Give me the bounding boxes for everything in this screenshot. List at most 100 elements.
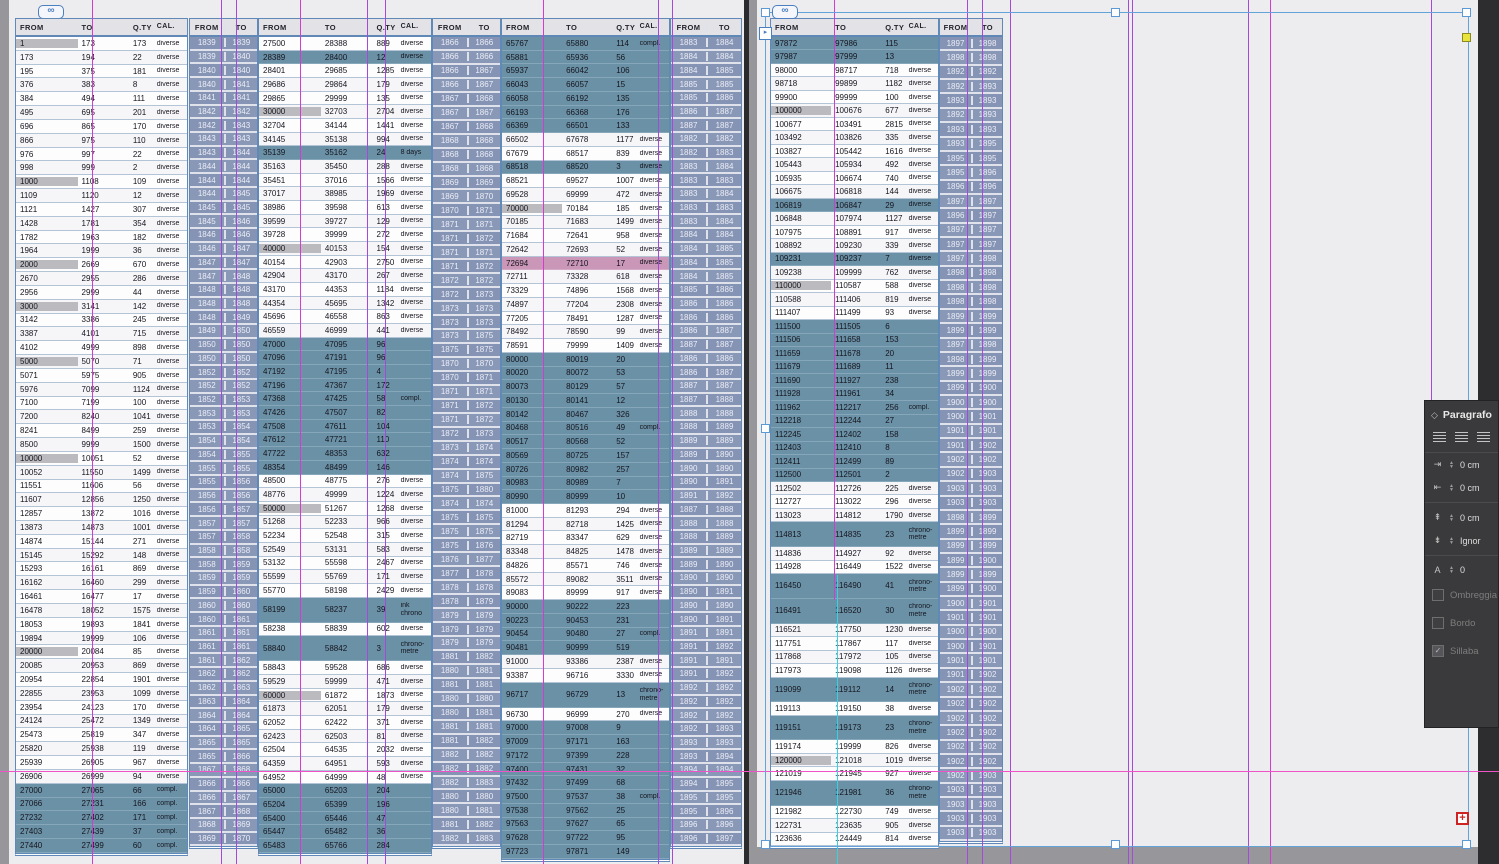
table-row[interactable]: 62423 62503 81 diverse bbox=[259, 729, 431, 744]
table-row[interactable]: 1870 1871 bbox=[433, 371, 500, 386]
table-row[interactable]: 1843 1844 bbox=[190, 146, 257, 161]
field-value[interactable]: 0 bbox=[1460, 565, 1466, 575]
frame-handle-top-center[interactable] bbox=[1111, 8, 1120, 17]
table-row[interactable]: 59529 59999 471 diverse bbox=[259, 675, 431, 689]
table-row[interactable]: 1842 1842 bbox=[190, 105, 257, 120]
table-row[interactable]: 32704341441441diverse bbox=[259, 119, 431, 133]
table-row[interactable]: 1846 1847 bbox=[190, 242, 257, 257]
text-thread-chain-icon[interactable]: ∞ bbox=[772, 5, 798, 19]
table-row[interactable]: 93387 96716 3330 diverse bbox=[502, 669, 669, 683]
table-row[interactable]: 376 383 8 diverse bbox=[16, 78, 187, 93]
table-row[interactable]: 1858 1858 bbox=[190, 544, 257, 559]
table-row[interactable]: 120000 121018 1019 diverse bbox=[771, 753, 938, 768]
table-row[interactable]: 1884 1884 bbox=[671, 229, 741, 243]
table-row[interactable]: 1887 1887 bbox=[671, 119, 741, 134]
table-row[interactable]: 1866 1866 bbox=[433, 37, 500, 51]
table-row[interactable]: 1871 1872 bbox=[433, 232, 500, 247]
table-row[interactable]: 1487415144271diverse bbox=[16, 535, 187, 549]
table-row[interactable]: 11607128561250diverse bbox=[16, 493, 187, 508]
table-row[interactable]: 97872 97986 115 bbox=[771, 37, 938, 51]
table-row[interactable]: 98718 99899 1182 diverse bbox=[771, 77, 938, 91]
table-row[interactable]: 80073 80129 57 bbox=[502, 380, 669, 395]
table-row[interactable]: 40000 40153 154 diverse bbox=[259, 242, 431, 256]
table-row[interactable]: 1893 1895 bbox=[940, 137, 1002, 152]
table-row[interactable]: 1874 1875 bbox=[433, 469, 500, 484]
table-row[interactable]: 1903 1903 bbox=[940, 812, 1002, 827]
table-row[interactable]: 1880 1881 bbox=[433, 706, 500, 721]
table-row[interactable]: 1876 1877 bbox=[433, 553, 500, 568]
table-row[interactable]: 1900 1901 bbox=[940, 597, 1002, 612]
table-row[interactable]: 100000 100676 677 diverse bbox=[771, 104, 938, 118]
selected-text-frame[interactable] bbox=[765, 12, 1469, 847]
table-row[interactable]: 82719 83347 629 diverse bbox=[502, 531, 669, 546]
table-row[interactable]: 1849 1850 bbox=[190, 325, 257, 339]
table-row[interactable]: 1848 1848 bbox=[190, 297, 257, 312]
serial-table-1[interactable]: FROM TO Q.TY CAL. 1 173 173 diverse 173 194 22 dive… bbox=[15, 18, 188, 856]
table-row[interactable]: 274402749960compl. bbox=[16, 839, 187, 853]
table-row[interactable]: 1121 1427 307 diverse bbox=[16, 203, 187, 217]
table-row[interactable]: 1902 1902 bbox=[940, 754, 1002, 770]
table-row[interactable]: 5976 7099 1124 diverse bbox=[16, 382, 187, 397]
table-row[interactable]: 1890 1890 bbox=[671, 572, 741, 586]
table-row[interactable]: 44354456951342diverse bbox=[259, 296, 431, 311]
table-row[interactable]: 1852 1852 bbox=[190, 366, 257, 380]
table-row[interactable]: 2000 2669 670 diverse bbox=[16, 258, 187, 273]
table-row[interactable]: 1899 1899 bbox=[940, 367, 1002, 382]
table-row[interactable]: 71684 72641 958 diverse bbox=[502, 229, 669, 244]
table-row[interactable]: 80468 80516 49 compl. bbox=[502, 421, 669, 436]
table-row[interactable]: 1844 1845 bbox=[190, 187, 257, 202]
table-row[interactable]: 18053198931841diverse bbox=[16, 618, 187, 632]
field-space-before[interactable]: ⇞ ▲ ▼ 0 cm bbox=[1425, 506, 1498, 529]
table-row[interactable]: 1896 1896 bbox=[671, 818, 741, 833]
table-row[interactable]: 1882 1883 bbox=[433, 776, 500, 791]
table-row[interactable]: 1869 1869 bbox=[433, 176, 500, 191]
table-row[interactable]: 80000 80019 20 bbox=[502, 352, 669, 367]
table-row[interactable]: 1855 1855 bbox=[190, 462, 257, 476]
table-row[interactable]: 1852 1852 bbox=[190, 379, 257, 394]
table-row[interactable]: 1875 1880 bbox=[433, 483, 500, 498]
table-row[interactable]: 1888 1888 bbox=[671, 517, 741, 531]
table-row[interactable]: 114813 114835 23 chrono-metre bbox=[771, 522, 938, 548]
table-row[interactable]: 1893 1893 bbox=[671, 736, 741, 751]
table-row[interactable]: 1893 1893 bbox=[940, 123, 1002, 138]
table-row[interactable]: 111407 111499 93 diverse bbox=[771, 307, 938, 321]
table-row[interactable]: 1 173 173 diverse bbox=[16, 37, 187, 51]
table-row[interactable]: 1860 1860 bbox=[190, 599, 257, 614]
table-row[interactable]: 52549 53131 583 diverse bbox=[259, 542, 431, 557]
table-row[interactable]: 1883 1883 bbox=[671, 174, 741, 188]
table-row[interactable]: 1882 1882 bbox=[671, 133, 741, 147]
table-row[interactable]: 1109 1120 12 diverse bbox=[16, 189, 187, 203]
table-row[interactable]: 1867 1868 bbox=[190, 805, 257, 819]
table-row[interactable]: 1892 1893 bbox=[940, 80, 1002, 95]
table-row[interactable]: 1857 1858 bbox=[190, 530, 257, 545]
table-row[interactable]: 1902 1902 bbox=[940, 740, 1002, 755]
table-row[interactable]: 111679 111689 11 bbox=[771, 360, 938, 375]
table-row[interactable]: 111506 111658 153 bbox=[771, 333, 938, 348]
stepper-control[interactable]: ▲ ▼ bbox=[1449, 535, 1454, 546]
table-row[interactable]: 89083 89999 917 diverse bbox=[502, 586, 669, 601]
table-row[interactable]: 1883 1884 bbox=[671, 37, 741, 51]
table-row[interactable]: 111690 111927 238 bbox=[771, 374, 938, 388]
table-row[interactable]: 1903 1903 bbox=[940, 798, 1002, 813]
table-row[interactable]: 106819 106847 29 diverse bbox=[771, 198, 938, 213]
table-row[interactable]: 495 695 201 diverse bbox=[16, 106, 187, 120]
table-row[interactable]: 24124254721349diverse bbox=[16, 714, 187, 729]
table-row[interactable]: 39728 39999 272 diverse bbox=[259, 228, 431, 243]
table-row[interactable]: 47000 47095 96 bbox=[259, 337, 431, 352]
table-row[interactable]: 1892 1893 bbox=[940, 108, 1002, 124]
table-row[interactable]: 1900 1900 bbox=[940, 395, 1002, 411]
table-row[interactable]: 1896 1896 bbox=[940, 180, 1002, 195]
table-row[interactable]: 1871 1872 bbox=[433, 260, 500, 275]
table-row[interactable]: 1845 1845 bbox=[190, 201, 257, 216]
table-row[interactable]: 114928 116449 1522 diverse bbox=[771, 561, 938, 575]
table-row[interactable]: 1894 1894 bbox=[671, 764, 741, 778]
table-row[interactable]: 3387 4101 715 diverse bbox=[16, 327, 187, 342]
table-row[interactable]: 1856 1857 bbox=[190, 503, 257, 518]
table-row[interactable]: 97009 97171 163 bbox=[502, 735, 669, 749]
table-row[interactable]: 103827 105442 1616 diverse bbox=[771, 145, 938, 159]
table-row[interactable]: 65483 65766 284 bbox=[259, 839, 431, 853]
table-row[interactable]: 65937 66042 106 bbox=[502, 64, 669, 79]
field-value[interactable]: 0 cm bbox=[1460, 459, 1480, 470]
table-row[interactable]: 3000 3141 142 diverse bbox=[16, 299, 187, 314]
table-row[interactable]: 68518 68520 3 diverse bbox=[502, 160, 669, 175]
